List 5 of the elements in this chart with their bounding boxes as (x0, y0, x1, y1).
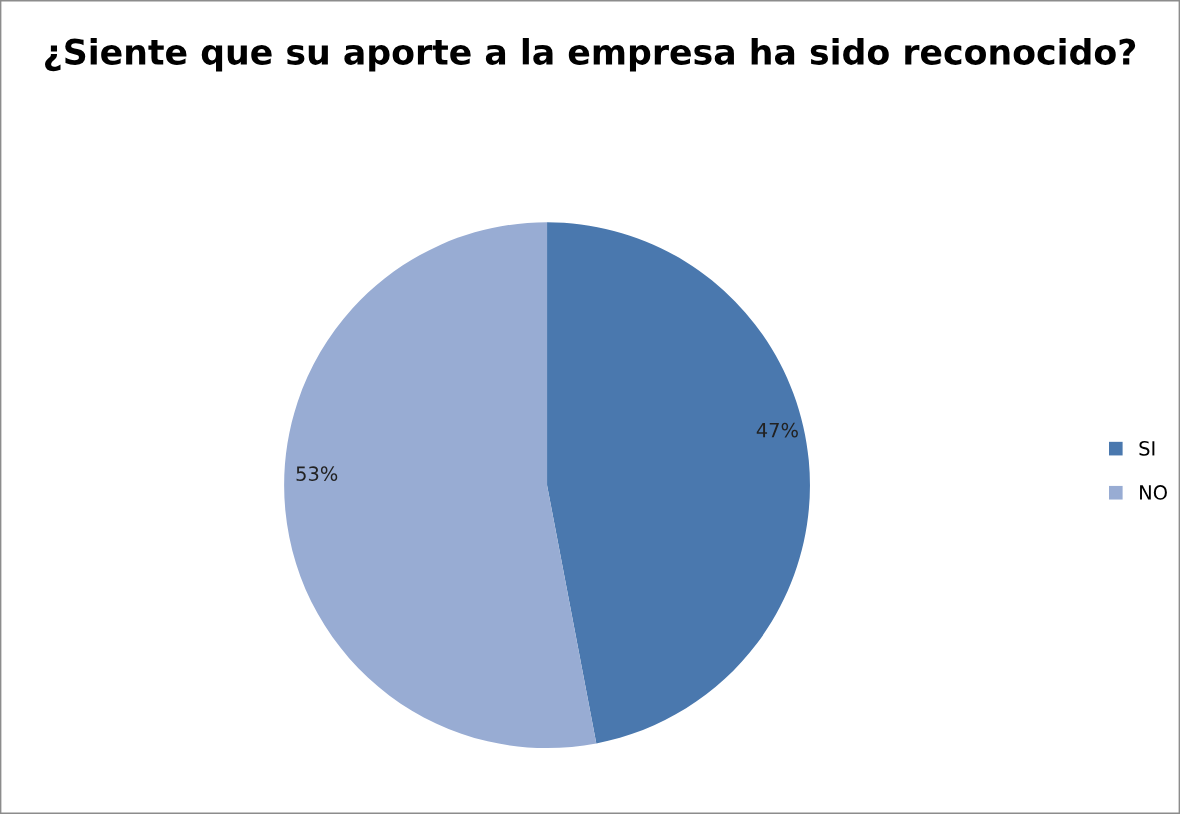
data-label: 47% (756, 422, 798, 438)
data-label: 53% (296, 466, 338, 482)
legend-label: SI (1139, 441, 1155, 456)
chart-title: ¿Siente que su aporte a la empresa ha sido reconocido? (45, 38, 1136, 72)
legend-label: NO (1140, 485, 1167, 500)
